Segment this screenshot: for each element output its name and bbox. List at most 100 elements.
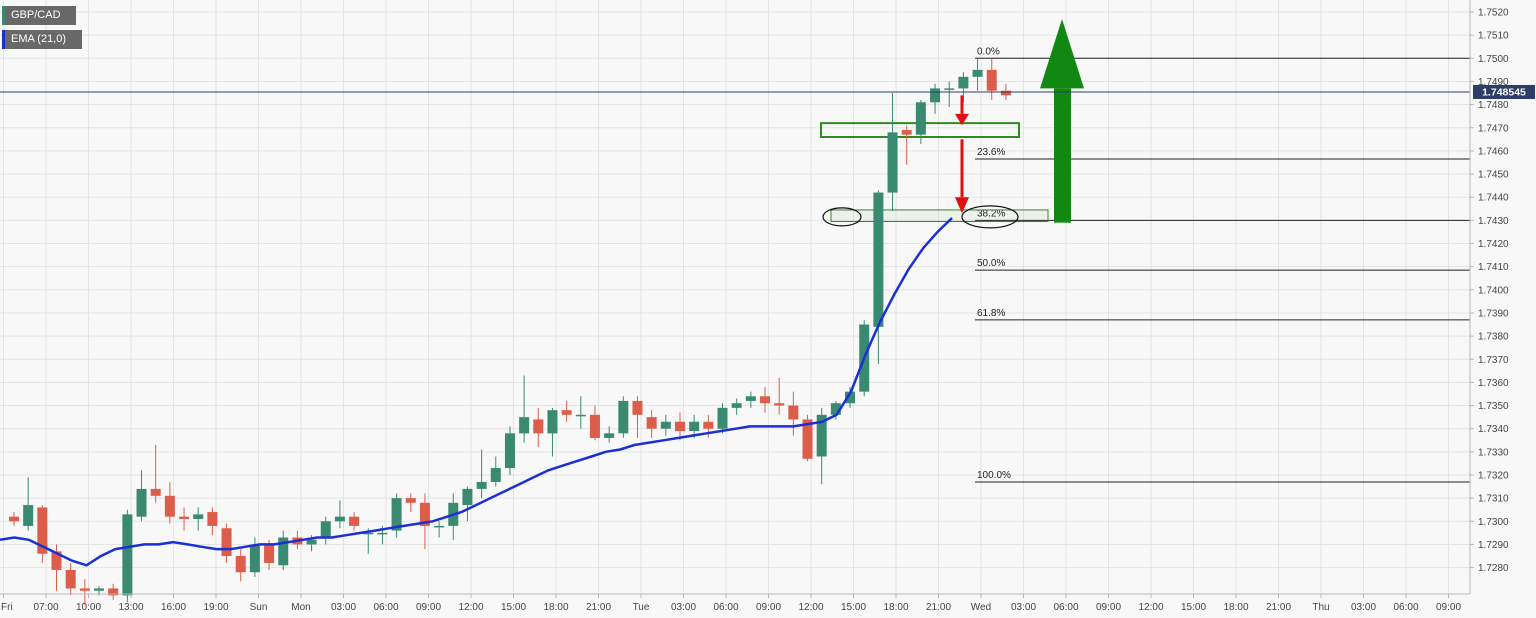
candle-body [490, 468, 501, 482]
x-tick-label: 21:00 [1266, 602, 1291, 613]
x-tick-label: Wed [971, 602, 991, 613]
candle-body [504, 433, 515, 469]
y-tick-label: 1.7390 [1478, 308, 1509, 319]
candle-body [65, 569, 76, 589]
candle-body [94, 588, 105, 591]
candle-body [235, 556, 246, 573]
candle-body [320, 521, 331, 538]
candle-body [561, 410, 572, 415]
candle-body [405, 498, 416, 503]
highlight-ellipse-right [961, 205, 1019, 229]
x-tick-label: 09:00 [756, 602, 781, 613]
candle-body [986, 69, 997, 91]
candle-body [760, 396, 771, 404]
candle-body [816, 414, 827, 457]
y-tick-label: 1.7350 [1478, 401, 1509, 412]
candle-body [1000, 90, 1011, 96]
x-tick-label: 12:00 [1138, 602, 1163, 613]
x-tick-label: 06:00 [713, 602, 738, 613]
candle-body [604, 433, 615, 438]
candle-body [901, 130, 912, 135]
candle-body [51, 551, 62, 570]
symbol-label[interactable]: GBP/CAD [2, 6, 76, 25]
candle-body [519, 417, 530, 434]
ema-legend-text: EMA (21,0) [11, 33, 67, 45]
x-tick-label: Thu [1312, 602, 1329, 613]
candle-body [136, 488, 147, 517]
y-tick-label: 1.7330 [1478, 447, 1509, 458]
support-zone-box [830, 209, 1049, 223]
y-tick-label: 1.7480 [1478, 100, 1509, 111]
down-arrow-large-head [955, 197, 969, 214]
candle-body [830, 403, 841, 415]
candle-body [774, 403, 785, 406]
y-tick-label: 1.7510 [1478, 31, 1509, 42]
candle-body [618, 400, 629, 434]
x-tick-label: 03:00 [331, 602, 356, 613]
y-tick-label: 1.7470 [1478, 123, 1509, 134]
symbol-color-bar [2, 6, 5, 25]
ema-line [0, 217, 953, 567]
x-tick-label: 19:00 [203, 602, 228, 613]
candle-body [363, 532, 374, 535]
candle-body [79, 588, 90, 591]
price-axis[interactable]: 1.7520 1.7510 1.7500 1.7490 1.7480 1.7470 1.74… [1470, 8, 1509, 575]
candle-body [37, 507, 48, 554]
candle-body [930, 88, 941, 103]
ema-legend-label[interactable]: EMA (21,0) [2, 30, 82, 49]
x-tick-label: 21:00 [926, 602, 951, 613]
x-tick-label: 18:00 [543, 602, 568, 613]
y-tick-label: 1.7500 [1478, 54, 1509, 65]
candle-body [334, 516, 345, 522]
x-tick-label: 18:00 [883, 602, 908, 613]
candle-body [164, 495, 175, 517]
x-tick-label: Tue [633, 602, 650, 613]
candle-body [944, 88, 955, 90]
candle-body [150, 488, 161, 496]
x-tick-label: 12:00 [458, 602, 483, 613]
x-tick-label: 15:00 [841, 602, 866, 613]
annotation-marks [822, 18, 1084, 229]
candles [9, 58, 1011, 605]
x-tick-label: 10:00 [76, 602, 101, 613]
candle-body [660, 421, 671, 429]
candle-body [788, 405, 799, 420]
y-tick-label: 1.7370 [1478, 355, 1509, 366]
candle-body [9, 516, 19, 522]
candle-body [108, 588, 119, 596]
ema-color-bar [2, 30, 5, 49]
candle-body [632, 400, 643, 415]
x-tick-label: 21:00 [586, 602, 611, 613]
candle-body [221, 528, 232, 557]
y-tick-label: 1.7410 [1478, 262, 1509, 273]
candle-body [547, 410, 558, 434]
current-price-tag-bg [1473, 84, 1535, 99]
current-price-value: 1.748545 [1482, 86, 1526, 98]
x-tick-label: 03:00 [1351, 602, 1376, 613]
y-tick-label: 1.7440 [1478, 193, 1509, 204]
candle-body [958, 76, 969, 89]
x-tick-label: 06:00 [1393, 602, 1418, 613]
candle-body [915, 102, 926, 135]
up-arrow-shaft [1054, 88, 1071, 223]
candle-body [717, 407, 728, 429]
candle-body [193, 514, 204, 519]
candle-body [972, 69, 983, 77]
x-tick-label: Sun [250, 602, 268, 613]
x-tick-label: 15:00 [1181, 602, 1206, 613]
y-tick-label: 1.7430 [1478, 216, 1509, 227]
time-axis[interactable]: Fri 07:00 10:00 13:00 16:00 19:00 Sun Mon 03:00 0… [1, 594, 1461, 613]
candle-body [731, 403, 742, 408]
candle-body [306, 539, 317, 545]
x-tick-label: 09:00 [416, 602, 441, 613]
x-tick-label: 12:00 [798, 602, 823, 613]
y-tick-label: 1.7360 [1478, 378, 1509, 389]
y-tick-label: 1.7340 [1478, 424, 1509, 435]
price-axis-background [1470, 0, 1536, 618]
candle-body [278, 537, 289, 566]
candle-body [575, 414, 586, 417]
y-tick-label: 1.7520 [1478, 8, 1509, 19]
gridlines [0, 0, 1470, 594]
symbol-text: GBP/CAD [11, 9, 61, 21]
